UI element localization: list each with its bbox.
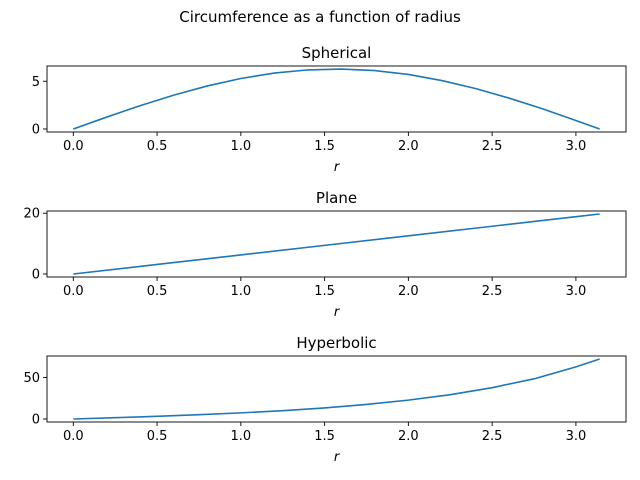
series-line (73, 358, 600, 420)
y-tick-label: 0 (32, 267, 40, 282)
x-tick-label: 2.0 (398, 284, 419, 299)
y-tick-label: 5 (32, 75, 40, 90)
subplot-plane: Plane 0.0 0.5 1.0 1.5 2.0 2.5 3.0 0 20 r (23, 189, 627, 320)
x-tick-label: 3.0 (566, 139, 587, 154)
x-tick-label: 1.5 (314, 429, 335, 444)
x-tick-label: 1.0 (230, 429, 251, 444)
axes-frame (46, 65, 627, 133)
x-axis-label: r (334, 160, 341, 175)
x-tick-label: 0.0 (63, 139, 84, 154)
subplots: Spherical 0.0 0.5 1.0 1.5 2.0 2.5 3.0 0 5 r Plane 0.… (23, 44, 627, 465)
subplot-title: Plane (316, 189, 357, 207)
x-tick-label: 0.5 (147, 284, 168, 299)
axes-frame (46, 355, 627, 423)
x-tick-label: 2.5 (482, 284, 503, 299)
subplot-hyperbolic: Hyperbolic 0.0 0.5 1.0 1.5 2.0 2.5 3.0 0 50 r (23, 334, 627, 465)
x-tick-label: 1.5 (314, 284, 335, 299)
series-line (73, 68, 600, 130)
x-tick-label: 1.5 (314, 139, 335, 154)
subplot-spherical: Spherical 0.0 0.5 1.0 1.5 2.0 2.5 3.0 0 5 r (32, 44, 627, 175)
x-axis-label: r (334, 450, 341, 465)
figure-suptitle: Circumference as a function of radius (179, 8, 461, 26)
y-tick-label: 50 (23, 371, 40, 386)
axes-frame (46, 210, 627, 278)
x-tick-label: 2.0 (398, 429, 419, 444)
y-tick-label: 20 (23, 207, 40, 222)
x-tick-label: 3.0 (566, 429, 587, 444)
x-tick-label: 1.0 (230, 139, 251, 154)
series-line (73, 213, 600, 275)
y-tick-label: 0 (32, 413, 40, 428)
x-tick-label: 1.0 (230, 284, 251, 299)
x-tick-label: 0.0 (63, 284, 84, 299)
y-tick-label: 0 (32, 123, 40, 138)
x-tick-label: 0.5 (147, 139, 168, 154)
x-tick-label: 3.0 (566, 284, 587, 299)
x-tick-label: 2.0 (398, 139, 419, 154)
x-tick-label: 2.5 (482, 429, 503, 444)
subplot-title: Spherical (302, 44, 372, 62)
x-tick-label: 0.5 (147, 429, 168, 444)
x-tick-label: 2.5 (482, 139, 503, 154)
subplot-title: Hyperbolic (296, 334, 376, 352)
x-tick-label: 0.0 (63, 429, 84, 444)
x-axis-label: r (334, 305, 341, 320)
